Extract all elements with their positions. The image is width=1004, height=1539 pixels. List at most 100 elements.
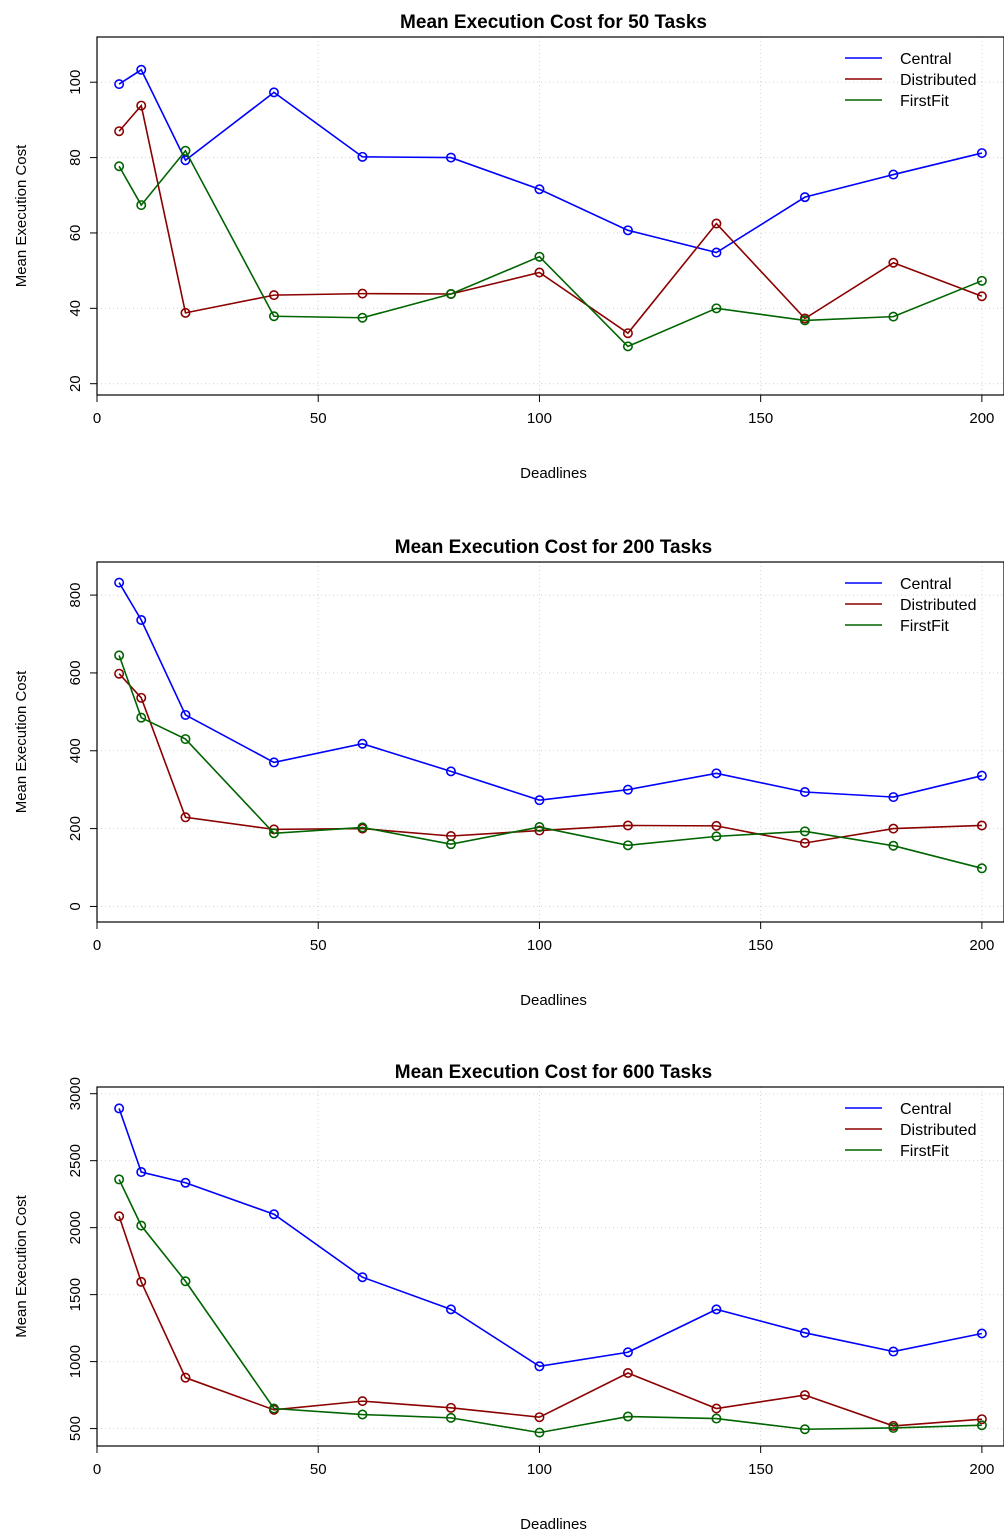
chart-title: Mean Execution Cost for 600 Tasks bbox=[395, 1062, 712, 1083]
data-point-distributed bbox=[976, 1414, 987, 1425]
data-point-central bbox=[136, 64, 147, 75]
data-point-firstfit bbox=[445, 839, 456, 850]
data-point-firstfit bbox=[445, 1412, 456, 1423]
series-line-central bbox=[118, 1108, 983, 1368]
data-point-distributed bbox=[445, 1402, 456, 1413]
data-point-distributed bbox=[534, 1412, 545, 1423]
data-point-distributed bbox=[976, 291, 987, 302]
data-point-firstfit bbox=[180, 734, 191, 745]
y-tick-label: 400 bbox=[67, 738, 84, 763]
y-tick-label: 80 bbox=[67, 149, 84, 166]
legend-label-firstfit: FirstFit bbox=[900, 1143, 949, 1160]
data-point-central bbox=[534, 184, 545, 195]
data-point-central bbox=[622, 225, 633, 236]
data-point-distributed bbox=[268, 290, 279, 301]
y-tick-label: 600 bbox=[67, 660, 84, 685]
data-point-firstfit bbox=[976, 863, 987, 874]
data-point-distributed bbox=[180, 307, 191, 318]
data-point-distributed bbox=[114, 668, 125, 679]
data-point-central bbox=[180, 1177, 191, 1188]
series-line-central bbox=[118, 68, 983, 254]
y-tick-label: 1000 bbox=[67, 1345, 84, 1378]
data-point-firstfit bbox=[888, 1422, 899, 1433]
data-point-distributed bbox=[622, 1367, 633, 1378]
data-point-firstfit bbox=[799, 826, 810, 837]
data-point-firstfit bbox=[268, 1403, 279, 1414]
legend-label-distributed: Distributed bbox=[900, 597, 976, 614]
data-point-firstfit bbox=[888, 840, 899, 851]
data-point-firstfit bbox=[622, 1411, 633, 1422]
data-point-distributed bbox=[114, 126, 125, 137]
data-point-distributed bbox=[888, 257, 899, 268]
data-point-central bbox=[268, 757, 279, 768]
data-point-firstfit bbox=[534, 251, 545, 262]
data-point-firstfit bbox=[268, 828, 279, 839]
data-point-distributed bbox=[357, 288, 368, 299]
data-point-central bbox=[799, 1327, 810, 1338]
x-tick-label: 200 bbox=[969, 1461, 994, 1478]
data-point-central bbox=[180, 709, 191, 720]
x-tick-label: 50 bbox=[310, 1461, 327, 1478]
x-tick-label: 150 bbox=[748, 410, 773, 427]
x-tick-label: 100 bbox=[527, 1461, 552, 1478]
x-axis-label: Deadlines bbox=[520, 465, 587, 482]
data-point-central bbox=[357, 151, 368, 162]
series-line-distributed bbox=[118, 1216, 982, 1427]
x-tick-label: 50 bbox=[310, 410, 327, 427]
data-point-firstfit bbox=[711, 831, 722, 842]
data-point-firstfit bbox=[534, 822, 545, 833]
data-point-central bbox=[711, 768, 722, 779]
data-point-distributed bbox=[976, 820, 987, 831]
x-tick-label: 0 bbox=[93, 937, 101, 954]
data-point-central bbox=[622, 784, 633, 795]
data-point-firstfit bbox=[622, 840, 633, 851]
data-point-firstfit bbox=[114, 650, 125, 661]
data-point-central bbox=[445, 152, 456, 163]
y-tick-label: 20 bbox=[67, 375, 84, 392]
legend-label-central: Central bbox=[900, 576, 952, 593]
data-point-distributed bbox=[357, 1396, 368, 1407]
y-axis-label: Mean Execution Cost bbox=[13, 670, 30, 813]
data-point-central bbox=[976, 148, 987, 159]
data-point-distributed bbox=[799, 1390, 810, 1401]
data-point-firstfit bbox=[180, 1276, 191, 1287]
data-point-distributed bbox=[180, 812, 191, 823]
data-point-central bbox=[445, 1304, 456, 1315]
y-tick-label: 60 bbox=[67, 225, 84, 242]
data-point-central bbox=[534, 795, 545, 806]
data-point-central bbox=[357, 1272, 368, 1283]
data-point-distributed bbox=[180, 1372, 191, 1383]
y-tick-label: 800 bbox=[67, 583, 84, 608]
data-point-central bbox=[799, 787, 810, 798]
y-axis-label: Mean Execution Cost bbox=[13, 1194, 30, 1337]
x-axis-label: Deadlines bbox=[520, 1516, 587, 1533]
data-point-firstfit bbox=[357, 312, 368, 323]
data-point-central bbox=[534, 1361, 545, 1372]
legend-label-firstfit: FirstFit bbox=[900, 93, 949, 110]
data-point-firstfit bbox=[136, 1220, 147, 1231]
data-point-distributed bbox=[136, 1276, 147, 1287]
data-point-distributed bbox=[136, 692, 147, 703]
x-tick-label: 100 bbox=[527, 937, 552, 954]
data-point-firstfit bbox=[114, 161, 125, 172]
data-point-firstfit bbox=[357, 1409, 368, 1420]
x-tick-label: 150 bbox=[748, 937, 773, 954]
data-point-distributed bbox=[888, 823, 899, 834]
data-point-distributed bbox=[622, 328, 633, 339]
y-tick-label: 2500 bbox=[67, 1144, 84, 1177]
data-point-distributed bbox=[711, 820, 722, 831]
series-line-distributed bbox=[118, 103, 983, 335]
y-tick-label: 0 bbox=[67, 902, 84, 910]
data-point-central bbox=[268, 1209, 279, 1220]
data-point-firstfit bbox=[976, 275, 987, 286]
data-point-firstfit bbox=[976, 1420, 987, 1431]
data-point-central bbox=[357, 738, 368, 749]
data-point-firstfit bbox=[445, 289, 456, 300]
data-point-central bbox=[268, 87, 279, 98]
data-point-central bbox=[799, 192, 810, 203]
data-point-distributed bbox=[114, 1211, 125, 1222]
data-point-firstfit bbox=[136, 200, 147, 211]
data-point-central bbox=[136, 1167, 147, 1178]
data-point-central bbox=[711, 1304, 722, 1315]
